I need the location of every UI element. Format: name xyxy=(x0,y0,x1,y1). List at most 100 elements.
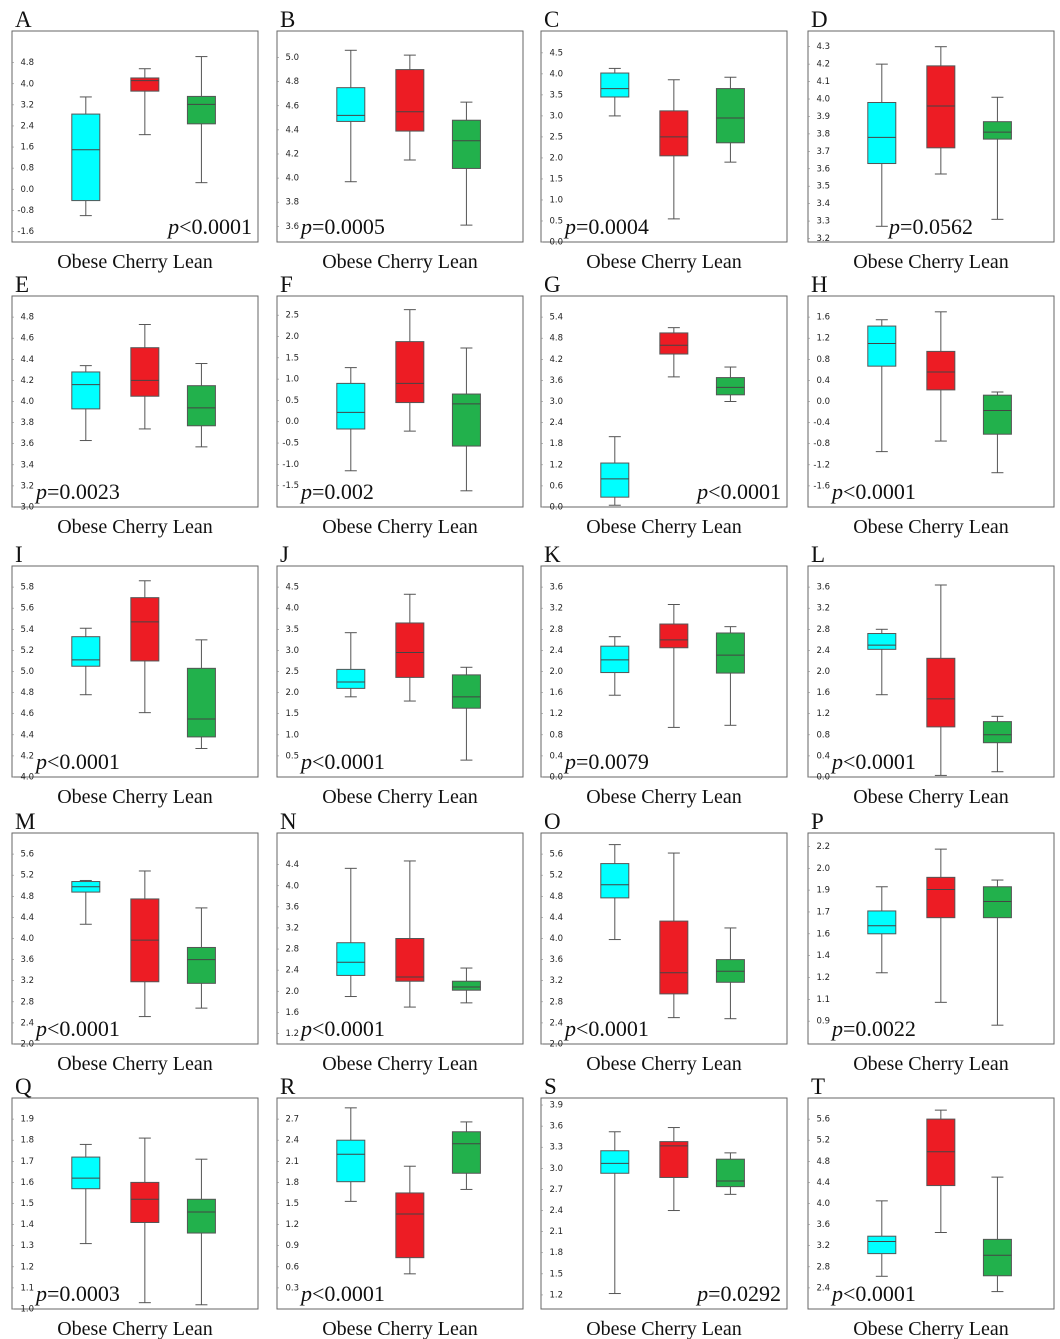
y-tick-label: 2.4 xyxy=(549,1206,563,1216)
y-tick-label: 2.1 xyxy=(285,1157,299,1167)
y-tick-label: 2.0 xyxy=(285,332,299,342)
x-axis-label: Obese Cherry Lean xyxy=(57,786,213,808)
y-tick-label: -1.2 xyxy=(813,460,830,470)
y-tick-label: 1.1 xyxy=(20,1283,34,1293)
y-tick-label: 4.0 xyxy=(549,934,563,944)
y-tick-label: 4.2 xyxy=(549,355,563,365)
p-value: p=0.0562 xyxy=(887,214,973,239)
y-tick-label: 2.8 xyxy=(816,625,830,635)
y-tick-label: 1.5 xyxy=(549,174,563,184)
y-tick-label: 3.6 xyxy=(20,439,34,449)
panel-letter: Q xyxy=(15,1074,32,1099)
y-tick-label: 1.2 xyxy=(20,1262,34,1272)
panel-letter: P xyxy=(811,809,824,834)
box xyxy=(926,1118,956,1187)
box xyxy=(130,1181,160,1223)
y-tick-label: 4.0 xyxy=(285,604,299,614)
box xyxy=(395,938,425,982)
y-tick-label: 2.4 xyxy=(20,1018,34,1028)
category-label: Cherry xyxy=(112,1053,168,1075)
y-tick-label: 0.4 xyxy=(549,751,563,761)
y-tick-label: 4.4 xyxy=(285,860,299,870)
y-tick-label: -0.8 xyxy=(17,206,34,216)
y-tick-label: 4.8 xyxy=(549,334,563,344)
x-axis-label: Obese Cherry Lean xyxy=(57,1053,213,1075)
y-tick-label: 1.0 xyxy=(285,730,299,740)
y-tick-label: 3.3 xyxy=(549,1143,563,1153)
category-label: Lean xyxy=(702,1053,742,1075)
y-tick-label: 5.4 xyxy=(549,313,563,323)
y-tick-label: 0.5 xyxy=(285,396,299,406)
y-tick-label: 3.6 xyxy=(549,1122,563,1132)
y-tick-label: 2.5 xyxy=(285,311,299,321)
y-tick-label: 3.6 xyxy=(549,955,563,965)
category-label: Obese xyxy=(322,786,372,808)
y-tick-label: 1.6 xyxy=(285,1008,299,1018)
category-label: Lean xyxy=(173,1053,213,1075)
y-tick-label: 1.2 xyxy=(549,460,563,470)
category-label: Obese xyxy=(57,251,107,273)
y-tick-label: 1.0 xyxy=(549,195,563,205)
x-axis-label: Obese Cherry Lean xyxy=(586,786,742,808)
category-label: Cherry xyxy=(908,1318,964,1339)
y-tick-label: 4.8 xyxy=(20,313,34,323)
category-label: Lean xyxy=(438,1318,478,1339)
box xyxy=(336,87,366,122)
y-tick-label: 3.6 xyxy=(549,583,563,593)
p-value: p=0.0079 xyxy=(563,749,649,774)
panel-letter: K xyxy=(544,542,561,567)
box xyxy=(600,863,630,899)
category-label: Obese xyxy=(322,516,372,538)
box xyxy=(451,393,481,447)
category-label: Lean xyxy=(438,1053,478,1075)
y-tick-label: 2.0 xyxy=(20,1040,34,1050)
y-tick-label: 4.5 xyxy=(285,583,299,593)
y-tick-label: 2.7 xyxy=(285,1115,299,1125)
y-tick-label: 5.2 xyxy=(20,646,34,656)
panel: L 0.0 0.4 0.8 1.2 1.6 2.0 2.4 2.8 3.2 3.6 Obese Cher… xyxy=(807,542,1055,808)
x-axis-label: Obese Cherry Lean xyxy=(586,251,742,273)
panel-letter: A xyxy=(15,7,32,32)
panel: P 0.9 1.1 1.2 1.4 1.6 1.7 1.9 2.0 2.2 Obese Cherry L… xyxy=(807,809,1055,1075)
box xyxy=(395,1192,425,1259)
box xyxy=(130,77,160,92)
p-value: p<0.0001 xyxy=(34,749,120,774)
x-axis-label: Obese Cherry Lean xyxy=(57,251,213,273)
category-label: Cherry xyxy=(112,516,168,538)
y-tick-label: 5.2 xyxy=(20,871,34,881)
panel: D 3.2 3.3 3.4 3.5 3.6 3.7 3.8 3.9 4.0 4.1 4.2 4.3 Obe… xyxy=(807,7,1055,273)
y-tick-label: 0.0 xyxy=(285,417,299,427)
box xyxy=(186,946,216,984)
panel: F -1.5 -1.0 -0.5 0.0 0.5 1.0 1.5 2.0 2.5 Obese Cher… xyxy=(276,272,524,538)
y-tick-label: -0.5 xyxy=(282,439,299,449)
category-label: Cherry xyxy=(641,251,697,273)
y-tick-label: 3.2 xyxy=(816,1241,830,1251)
y-tick-label: 5.6 xyxy=(549,850,563,860)
y-tick-label: 3.2 xyxy=(20,481,34,491)
box xyxy=(659,332,689,355)
category-label: Cherry xyxy=(377,516,433,538)
y-tick-label: 3.6 xyxy=(816,583,830,593)
y-tick-label: 1.2 xyxy=(549,709,563,719)
box xyxy=(451,674,481,709)
y-tick-label: 4.0 xyxy=(816,95,830,105)
y-tick-label: 1.0 xyxy=(20,1305,34,1315)
category-label: Cherry xyxy=(377,1318,433,1339)
y-tick-label: 4.2 xyxy=(816,60,830,70)
x-axis-label: Obese Cherry Lean xyxy=(586,516,742,538)
box xyxy=(186,1198,216,1234)
y-tick-label: 1.5 xyxy=(285,1199,299,1209)
category-label: Obese xyxy=(586,1053,636,1075)
box xyxy=(926,657,956,728)
y-tick-label: 2.8 xyxy=(549,997,563,1007)
panel-letter: I xyxy=(15,542,23,567)
y-tick-label: 2.4 xyxy=(549,418,563,428)
y-tick-label: 2.8 xyxy=(20,997,34,1007)
category-label: Obese xyxy=(586,516,636,538)
category-label: Lean xyxy=(969,786,1009,808)
p-value: p<0.0001 xyxy=(830,749,916,774)
box xyxy=(600,645,630,674)
box xyxy=(395,341,425,404)
panel: J 0.5 1.0 1.5 2.0 2.5 3.0 3.5 4.0 4.5 Obese Cherry L… xyxy=(276,542,524,808)
y-tick-label: 1.5 xyxy=(20,1199,34,1209)
